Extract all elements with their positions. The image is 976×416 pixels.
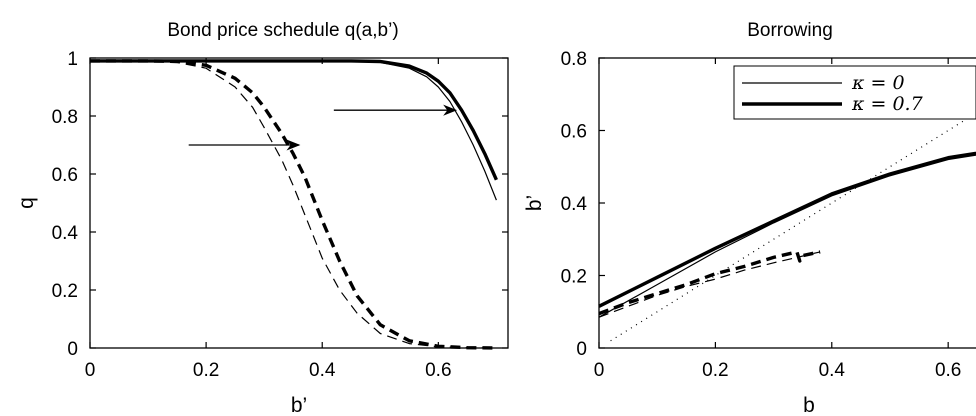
y-tick-label: 0.2 xyxy=(52,281,78,302)
series-line-solid-thin xyxy=(598,154,976,318)
x-tick-label: 0.4 xyxy=(309,360,336,381)
annotation-group xyxy=(188,104,458,151)
x-tick-label: 0.6 xyxy=(425,360,451,381)
y-tick-label: 0.4 xyxy=(52,223,79,244)
y-ticks: 0 0.2 0.4 0.6 0.8 1 xyxy=(52,49,508,360)
y-ticks: 0 0.2 0.4 0.6 0.8 xyxy=(561,49,605,360)
y-tick-label: 0.4 xyxy=(561,194,588,215)
x-tick-label: 0.2 xyxy=(193,360,219,381)
y-tick-label: 0.6 xyxy=(52,165,78,186)
y-tick-label: 0 xyxy=(576,339,587,360)
chart-title: Bond price schedule q(a,b’) xyxy=(167,20,398,41)
y-axis-label: q xyxy=(15,197,38,209)
series-line-dashed-thick xyxy=(598,250,821,316)
series-group xyxy=(90,59,498,350)
y-tick-label: 0.6 xyxy=(561,122,587,143)
x-axis-label: b’ xyxy=(291,394,307,416)
x-tick-label: 0.2 xyxy=(702,360,728,381)
legend-entry-kappa-0: κ = 0 xyxy=(851,72,905,94)
series-group xyxy=(598,112,976,342)
chart-borrowing: Borrowing 0 0.2 0.4 0.6 00.20.40.60.8 b b’ … xyxy=(523,20,976,416)
series-line-solid-thin xyxy=(90,60,497,201)
y-tick-label: 0 xyxy=(67,339,78,360)
series-line-dashed-thin xyxy=(90,60,497,349)
x-tick-label: 0 xyxy=(594,360,605,381)
x-ticks: 0 0.2 0.4 0.6 xyxy=(85,58,452,381)
y-tick-label: 0.2 xyxy=(561,267,587,288)
plot-frame xyxy=(89,57,509,349)
legend-box xyxy=(733,65,976,120)
series-line-dashed-thick xyxy=(90,59,497,350)
legend: κ = 0 κ = 0.7 xyxy=(733,65,976,120)
y-axis-label: b’ xyxy=(523,195,546,211)
legend-entry-kappa-07: κ = 0.7 xyxy=(851,93,924,115)
x-axis-label: b xyxy=(803,394,815,416)
chart-bond-price: Bond price schedule q(a,b’) 0 0.2 0.4 0.6 0… xyxy=(15,20,509,416)
x-tick-label: 0.4 xyxy=(819,360,846,381)
y-tick-label: 0.8 xyxy=(52,107,78,128)
series-line-solid-thick xyxy=(598,151,976,308)
x-ticks: 0 0.2 0.4 0.6 xyxy=(594,58,961,381)
series-line-solid-thick xyxy=(90,59,498,181)
chart-title: Borrowing xyxy=(747,20,833,41)
x-tick-label: 0.6 xyxy=(935,360,961,381)
y-tick-label: 1 xyxy=(67,49,78,70)
y-tick-label: 0.8 xyxy=(561,49,587,70)
x-tick-label: 0 xyxy=(85,360,96,381)
series-line-dashed-thin xyxy=(598,251,821,318)
